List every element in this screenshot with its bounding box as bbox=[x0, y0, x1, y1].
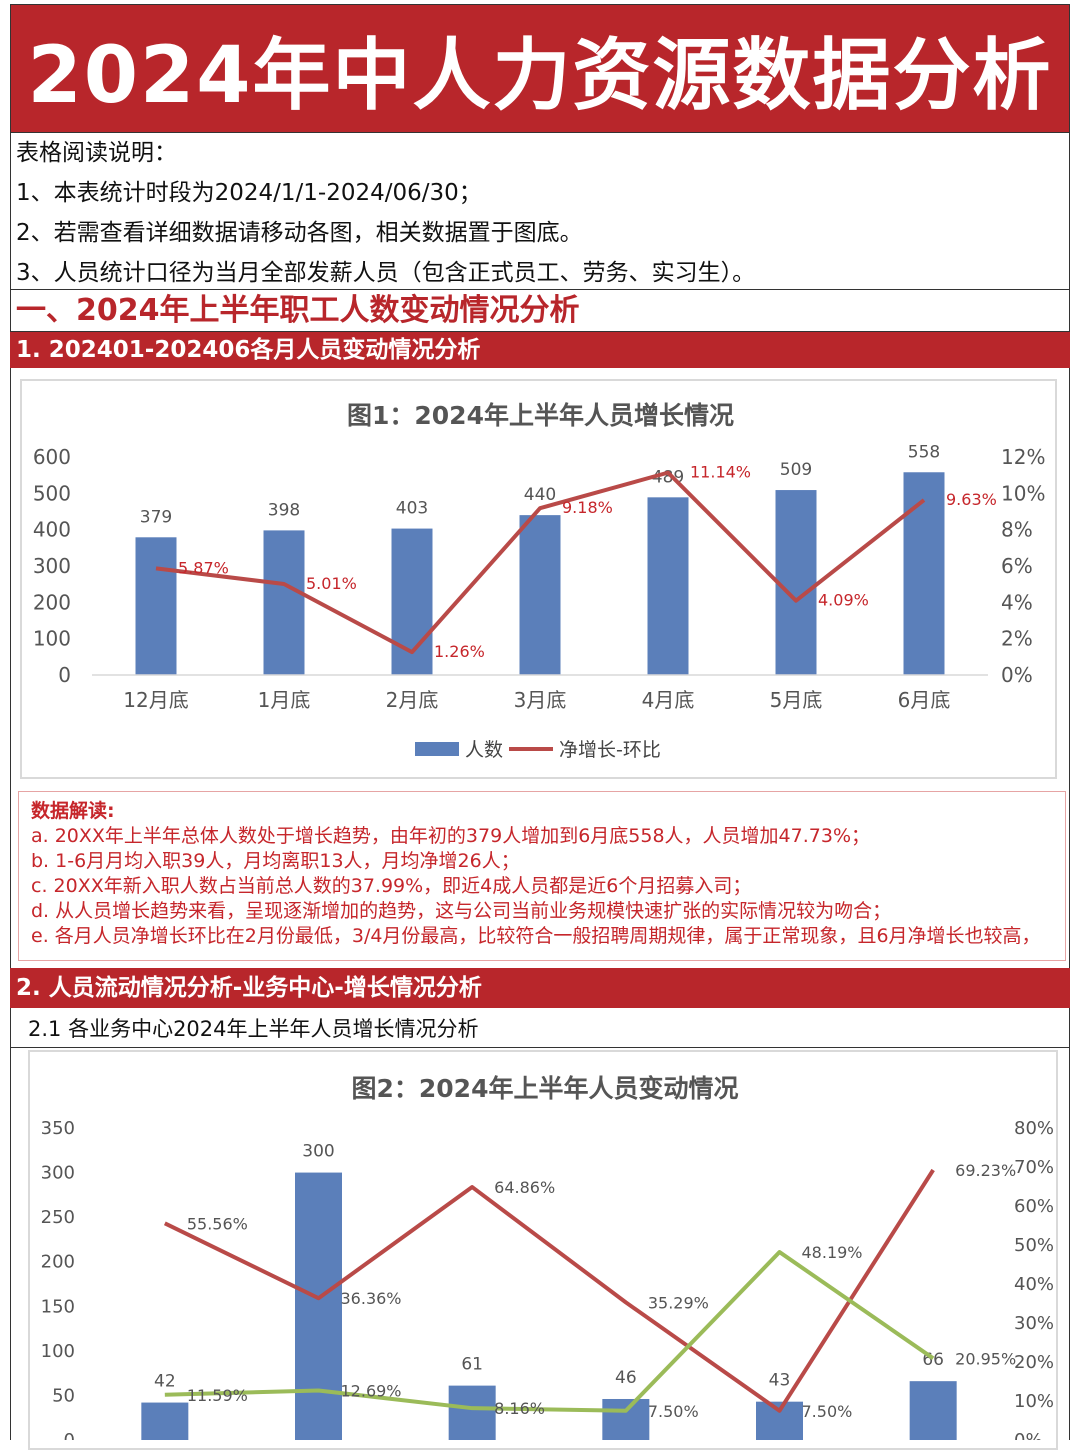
note-item-3: 3、人员统计口径为当月全部发薪人员（包含正式员工、劳务、实习生）。 bbox=[16, 260, 756, 286]
interpretation-line: e. 各月人员净增长环比在2月份最低，3/4月份最高，比较符合一般招聘周期规律，… bbox=[31, 925, 1041, 947]
section1-title: 一、2024年上半年职工人数变动情况分析 bbox=[16, 293, 580, 328]
chart2-title: 图2：2024年上半年人员变动情况 bbox=[351, 1074, 739, 1103]
notes-heading: 表格阅读说明： bbox=[16, 140, 177, 166]
note-item-1: 1、本表统计时段为2024/1/1-2024/06/30； bbox=[16, 180, 482, 206]
interpretation-line: b. 1-6月月均入职39人，月均离职13人，月均净增26人； bbox=[31, 850, 520, 872]
interpretation-heading: 数据解读: bbox=[31, 800, 115, 822]
reading-notes: 表格阅读说明： 1、本表统计时段为2024/1/1-2024/06/30； 2、… bbox=[10, 133, 1070, 293]
note-item-2: 2、若需查看详细数据请移动各图，相关数据置于图底。 bbox=[16, 220, 583, 246]
data-interpretation-box: 数据解读: a. 20XX年上半年总体人数处于增长趋势，由年初的379人增加到6… bbox=[18, 791, 1066, 961]
chart1-title: 图1：2024年上半年人员增长情况 bbox=[347, 401, 734, 430]
page-title: 2024年中人力资源数据分析 bbox=[27, 30, 1053, 121]
subsection2-title: 2. 人员流动情况分析-业务中心-增长情况分析 bbox=[10, 968, 1070, 1008]
legend-swatch-bar bbox=[415, 741, 459, 756]
spreadsheet-frame bbox=[10, 4, 1070, 1440]
legend-label-count: 人数 bbox=[465, 739, 504, 761]
interpretation-line: d. 从人员增长趋势来看，呈现逐渐增加的趋势，这与公司当前业务规模快速扩张的实际… bbox=[31, 900, 892, 922]
subsection2-1-title: 2.1 各业务中心2024年上半年人员增长情况分析 bbox=[10, 1010, 1070, 1048]
page-title-bar: 2024年中人力资源数据分析 bbox=[10, 4, 1070, 133]
interpretation-line: c. 20XX年新入职人数占当前总人数的37.99%，即近4成人员都是近6个月招… bbox=[31, 875, 752, 897]
subsection1-title: 1. 202401-202406各月人员变动情况分析 bbox=[10, 332, 1070, 368]
chart2-frame[interactable]: 图2：2024年上半年人员变动情况 bbox=[28, 1050, 1058, 1450]
divider bbox=[10, 331, 1070, 332]
legend-swatch-line bbox=[509, 746, 554, 751]
chart1-legend: 人数 净增长-环比 bbox=[415, 735, 661, 762]
divider bbox=[10, 289, 1070, 290]
legend-label-growth: 净增长-环比 bbox=[559, 739, 661, 761]
interpretation-line: a. 20XX年上半年总体人数处于增长趋势，由年初的379人增加到6月底558人… bbox=[31, 825, 870, 847]
chart1-frame[interactable]: 图1：2024年上半年人员增长情况 bbox=[20, 379, 1057, 779]
